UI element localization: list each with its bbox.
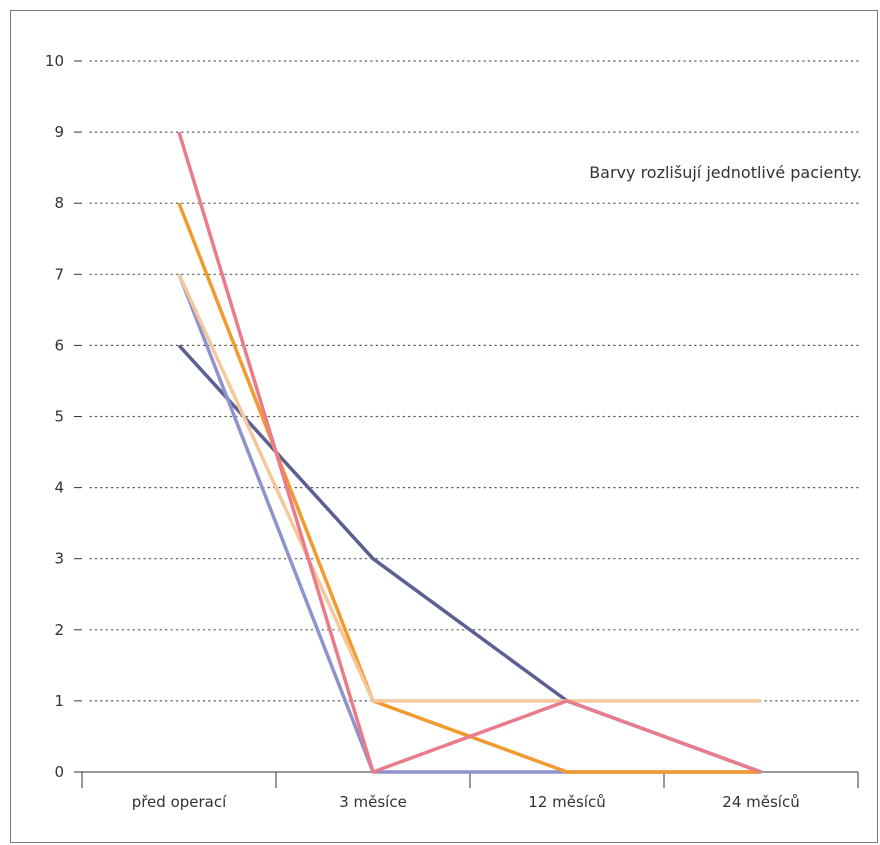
y-tick-label: 4 [54, 479, 64, 497]
y-axis: 0 1 2 3 4 5 6 7 8 9 10 [45, 52, 82, 781]
series-group [177, 131, 762, 774]
x-axis: před operací 3 měsíce 12 měsíců 24 měsíců [74, 771, 859, 811]
y-tick-label: 9 [54, 123, 64, 141]
y-tick-label: 8 [54, 194, 64, 212]
series-line-2 [177, 273, 761, 774]
series-line-5 [177, 131, 762, 774]
y-tick-label: 1 [54, 692, 64, 710]
chart-frame [10, 10, 878, 843]
chart-annotation: Barvy rozlišují jednotlivé pacienty. [589, 163, 862, 182]
y-tick-label: 10 [45, 52, 64, 70]
y-tick-label: 3 [54, 550, 64, 568]
y-tick-label: 0 [54, 763, 64, 781]
x-tick-label: 24 měsíců [722, 793, 799, 811]
x-tick-label: 12 měsíců [528, 793, 605, 811]
series-line-4 [177, 273, 761, 703]
y-tick-label: 7 [54, 265, 64, 283]
x-tick-label: před operací [132, 793, 227, 811]
y-tick-label: 2 [54, 621, 64, 639]
x-tick-label: 3 měsíce [339, 793, 407, 811]
gridlines [89, 60, 859, 702]
y-tick-label: 6 [54, 336, 64, 354]
y-tick-label: 5 [54, 408, 64, 426]
